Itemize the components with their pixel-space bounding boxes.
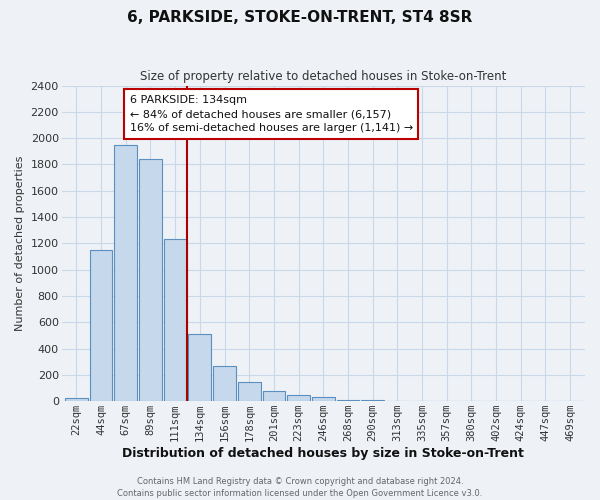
Text: 6, PARKSIDE, STOKE-ON-TRENT, ST4 8SR: 6, PARKSIDE, STOKE-ON-TRENT, ST4 8SR [127, 10, 473, 25]
Text: Contains HM Land Registry data © Crown copyright and database right 2024.
Contai: Contains HM Land Registry data © Crown c… [118, 476, 482, 498]
Bar [238, 382, 260, 401]
Bar [337, 400, 359, 401]
Bar [361, 400, 384, 401]
Bar [188, 334, 211, 401]
Bar [164, 240, 187, 401]
Y-axis label: Number of detached properties: Number of detached properties [15, 156, 25, 331]
Bar [115, 144, 137, 401]
X-axis label: Distribution of detached houses by size in Stoke-on-Trent: Distribution of detached houses by size … [122, 447, 524, 460]
Bar [312, 396, 335, 401]
Bar [90, 250, 112, 401]
Text: 6 PARKSIDE: 134sqm
← 84% of detached houses are smaller (6,157)
16% of semi-deta: 6 PARKSIDE: 134sqm ← 84% of detached hou… [130, 95, 413, 133]
Bar [65, 398, 88, 401]
Title: Size of property relative to detached houses in Stoke-on-Trent: Size of property relative to detached ho… [140, 70, 506, 83]
Bar [263, 391, 285, 401]
Bar [287, 395, 310, 401]
Bar [139, 159, 162, 401]
Bar [213, 366, 236, 401]
